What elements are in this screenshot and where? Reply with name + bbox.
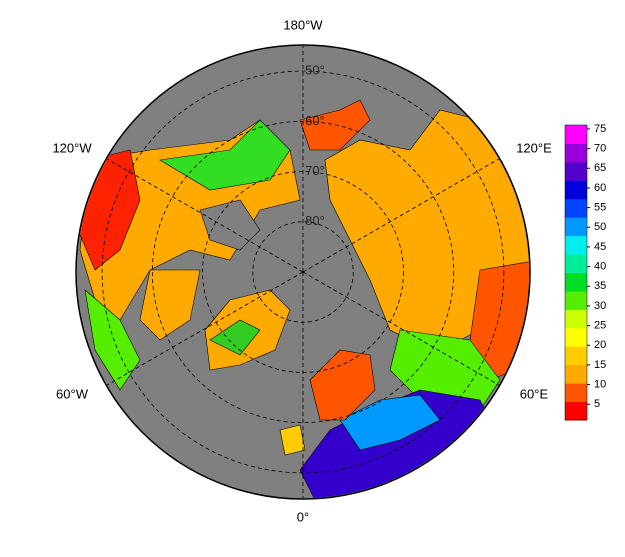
colorbar-tick-label: 55 xyxy=(594,202,606,214)
lat-label: 70° xyxy=(305,163,325,178)
colorbar-tick-label: 40 xyxy=(594,261,606,273)
lat-label: 60° xyxy=(305,113,325,128)
colorbar-swatch xyxy=(565,272,587,292)
colorbar-swatch xyxy=(565,364,587,384)
graticule: 50° 60° 70° 80° 180°W 120°E 60°E 0° 60°W 120°W xyxy=(52,17,552,524)
lon-label: 60°E xyxy=(520,386,549,401)
colorbar-tick-label: 20 xyxy=(594,339,606,351)
colorbar: 5 10 15 20 25 30 35 40 45 50 55 60 65 70 75 xyxy=(564,123,606,421)
lon-label: 120°E xyxy=(516,140,552,155)
lon-line xyxy=(107,158,304,273)
lon-line xyxy=(107,271,304,386)
lon-label: 0° xyxy=(297,509,309,524)
colorbar-swatch xyxy=(565,180,587,200)
colorbar-swatch xyxy=(565,383,587,403)
colorbar-swatch xyxy=(565,161,587,181)
lon-line xyxy=(302,271,499,386)
colorbar-tick-label: 50 xyxy=(594,221,606,233)
colorbar-tick-label: 35 xyxy=(594,280,606,292)
colorbar-swatch xyxy=(565,309,587,329)
lon-label: 180°W xyxy=(283,17,323,32)
colorbar-swatch xyxy=(565,143,587,163)
colorbar-tick-label: 25 xyxy=(594,320,606,332)
colorbar-swatch xyxy=(565,346,587,366)
colorbar-tick-label: 65 xyxy=(594,162,606,174)
data-field xyxy=(77,99,529,498)
colorbar-tick-label: 60 xyxy=(594,182,606,194)
lat-label: 50° xyxy=(305,63,325,78)
colorbar-swatch xyxy=(565,198,587,218)
colorbar-frame xyxy=(564,124,588,421)
colorbar-tick-label: 15 xyxy=(594,359,606,371)
colorbar-swatch xyxy=(565,235,587,255)
colorbar-swatch xyxy=(565,327,587,347)
colorbar-tick-label: 75 xyxy=(594,123,606,135)
colorbar-tick-label: 70 xyxy=(594,143,606,155)
colorbar-swatch xyxy=(565,125,587,144)
colorbar-tick-label: 5 xyxy=(594,398,600,410)
colorbar-swatch xyxy=(565,254,587,273)
colorbar-tick-label: 10 xyxy=(594,379,606,391)
lat-circle xyxy=(101,70,505,474)
colorbar-tick-label: 30 xyxy=(594,300,606,312)
colorbar-swatch xyxy=(565,290,587,310)
lon-label: 120°W xyxy=(52,140,92,155)
lon-line xyxy=(302,158,499,273)
lat-label: 80° xyxy=(305,213,325,228)
colorbar-swatch xyxy=(565,401,587,421)
colorbar-swatch xyxy=(565,217,587,237)
colorbar-tick-label: 45 xyxy=(594,241,606,253)
lon-label: 60°W xyxy=(56,386,89,401)
map-border xyxy=(75,44,531,500)
